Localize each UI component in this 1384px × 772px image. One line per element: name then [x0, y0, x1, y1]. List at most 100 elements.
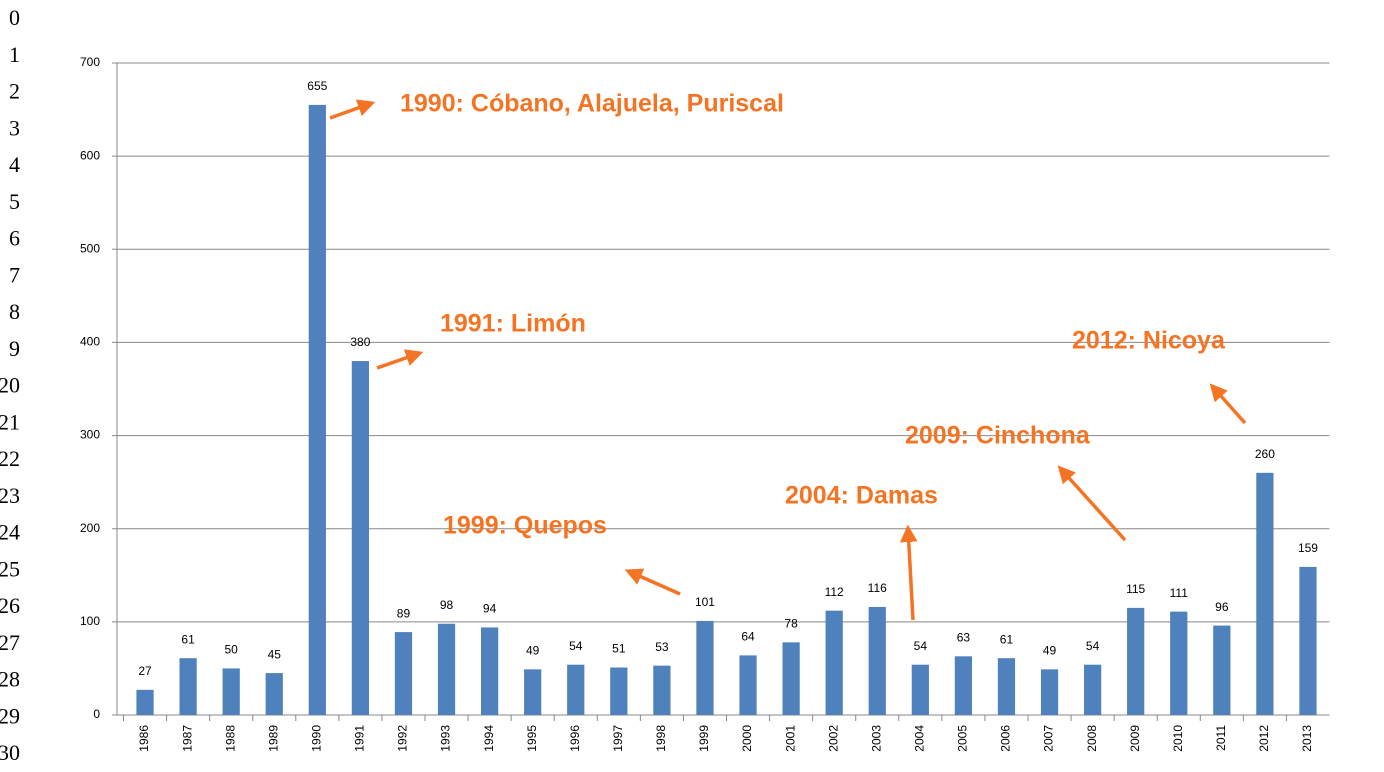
- arrow: [376, 349, 424, 370]
- x-tick-label: 1989: [266, 725, 280, 752]
- value-label: 101: [695, 595, 715, 609]
- bar: [782, 642, 800, 715]
- x-tick-label: 2010: [1171, 725, 1185, 752]
- bar: [136, 689, 154, 715]
- bar: [1127, 607, 1145, 715]
- arrow: [1209, 383, 1247, 425]
- x-tick-label: 2009: [1128, 725, 1142, 752]
- arrows: [329, 99, 1247, 621]
- value-label: 61: [181, 632, 195, 646]
- x-tick-label: 2008: [1085, 725, 1099, 752]
- value-label: 116: [868, 581, 887, 595]
- value-label: 49: [1043, 644, 1057, 658]
- value-label: 45: [268, 647, 282, 661]
- line-number: 4: [9, 152, 20, 177]
- value-label: 50: [224, 643, 238, 657]
- x-tick-label: 1990: [309, 725, 323, 752]
- line-number: 22: [0, 446, 20, 471]
- line-number: 7: [9, 262, 20, 287]
- line-number: 2: [9, 79, 20, 104]
- value-label: 54: [569, 639, 583, 653]
- x-tick-label: 1987: [180, 725, 194, 752]
- line-number: 3: [9, 115, 20, 140]
- line-number: 5: [9, 189, 20, 214]
- bar: [1299, 566, 1317, 715]
- annotation: 2004: Damas: [785, 482, 938, 510]
- x-tick-label: 2003: [869, 725, 883, 752]
- x-tick-label: 1986: [137, 725, 151, 752]
- x-tick-label: 1992: [396, 725, 410, 752]
- line-number: 26: [0, 593, 20, 618]
- x-tick-label: 1993: [439, 725, 453, 752]
- line-number: 30: [0, 740, 20, 765]
- value-label: 51: [612, 642, 626, 656]
- value-label: 94: [483, 602, 497, 616]
- bar: [351, 361, 370, 715]
- value-label: 112: [825, 585, 844, 599]
- bar: [739, 655, 757, 715]
- x-tick-label: 2002: [826, 725, 840, 752]
- bar: [954, 656, 973, 715]
- value-label: 96: [1215, 600, 1229, 614]
- line-number: 27: [0, 630, 20, 655]
- value-label: 78: [784, 617, 798, 631]
- line-number: 20: [0, 373, 20, 398]
- x-tick-label: 2004: [912, 725, 926, 752]
- line-number: 28: [0, 667, 20, 692]
- bar: [610, 667, 628, 715]
- x-tick-label: 2011: [1214, 725, 1228, 751]
- x-tick-label: 1998: [654, 725, 668, 752]
- bar: [696, 620, 714, 715]
- value-label: 54: [1086, 639, 1100, 653]
- line-number: 29: [0, 703, 20, 728]
- bar: [524, 669, 542, 715]
- line-number: 9: [9, 336, 20, 361]
- value-label: 54: [914, 639, 928, 653]
- bar: [394, 632, 413, 715]
- value-label: 260: [1255, 447, 1275, 461]
- value-label: 380: [350, 335, 370, 349]
- line-number: 24: [0, 520, 20, 545]
- annotation: 1991: Limón: [440, 310, 586, 338]
- x-tick-label: 1997: [611, 725, 625, 752]
- bar: [997, 658, 1016, 715]
- x-tick-label: 1999: [697, 725, 711, 752]
- x-tick-label: 2005: [956, 725, 970, 752]
- y-tick-label: 200: [80, 521, 100, 535]
- line-number: 8: [9, 299, 20, 324]
- arrow: [1057, 465, 1127, 542]
- bar: [1256, 472, 1274, 715]
- line-number: 21: [0, 409, 20, 434]
- bar: [868, 606, 886, 715]
- line-number: 25: [0, 556, 20, 581]
- x-tick-label: 2007: [1042, 725, 1056, 752]
- arrow: [900, 524, 918, 621]
- y-tick-label: 100: [80, 614, 100, 628]
- y-tick-label: 700: [80, 55, 100, 69]
- bar: [1040, 669, 1059, 715]
- bar: [1083, 664, 1102, 715]
- x-tick-label: 2012: [1257, 725, 1271, 752]
- annotation: 2009: Cinchona: [905, 422, 1091, 450]
- bar: [1170, 611, 1188, 715]
- line-number: 23: [0, 483, 20, 508]
- x-tick-label: 1988: [223, 725, 237, 752]
- bar: [265, 673, 283, 715]
- bar: [222, 668, 240, 715]
- value-label: 159: [1298, 541, 1318, 555]
- x-tick-label: 1994: [482, 725, 496, 752]
- bar: [437, 623, 456, 715]
- bar: [911, 664, 929, 715]
- y-tick-label: 400: [80, 335, 100, 349]
- annotation: 1999: Quepos: [443, 512, 607, 540]
- annotation: 2012: Nicoya: [1072, 327, 1226, 355]
- value-label: 89: [397, 606, 411, 620]
- value-label: 655: [307, 79, 327, 93]
- line-number: 1: [9, 42, 20, 67]
- bar: [567, 664, 585, 715]
- value-label: 111: [1170, 586, 1189, 600]
- value-label: 115: [1126, 582, 1145, 596]
- value-label: 64: [741, 630, 755, 644]
- y-tick-label: 300: [80, 428, 100, 442]
- x-tick-label: 2006: [999, 725, 1013, 752]
